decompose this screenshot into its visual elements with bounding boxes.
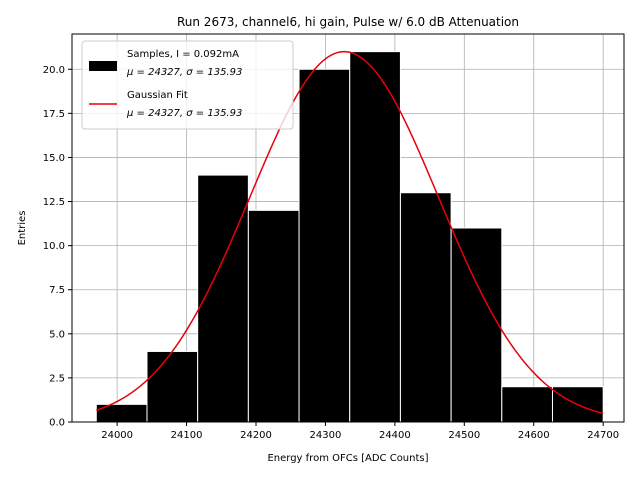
x-tick-label: 24500 <box>448 430 480 441</box>
y-tick-label: 7.5 <box>49 285 65 296</box>
y-tick-label: 2.5 <box>49 373 65 384</box>
histogram-bar <box>298 68 351 423</box>
y-tick-label: 15.0 <box>43 153 65 164</box>
gaussian-fit-curve <box>96 50 604 415</box>
legend-label-samples: Samples, I = 0.092mA <box>127 49 239 60</box>
y-tick-label: 5.0 <box>49 329 65 340</box>
legend-box <box>81 40 294 130</box>
plot-area-frame <box>71 33 625 423</box>
legend-label-samples-stats: μ = 24327, σ = 135.93 <box>126 67 242 78</box>
y-axis-label: Entries <box>17 211 28 246</box>
histogram-bar <box>146 350 199 423</box>
legend-label-fit: Gaussian Fit <box>127 90 188 101</box>
x-tick-label: 24600 <box>518 430 550 441</box>
x-tick-label: 24100 <box>171 430 203 441</box>
y-tick-label: 20.0 <box>43 65 65 76</box>
histogram-bar <box>399 192 452 423</box>
y-tick-label: 17.5 <box>43 109 65 120</box>
x-tick-label: 24400 <box>379 430 411 441</box>
histogram-bar <box>349 51 401 423</box>
y-axis-ticks: 0.0 2.5 5.0 7.5 10.0 12.5 15.0 17.5 20.0 <box>43 65 72 429</box>
histogram-bar <box>450 227 503 423</box>
chart-title: Run 2673, channel6, hi gain, Pulse w/ 6.… <box>177 15 519 29</box>
y-tick-label: 0.0 <box>49 418 65 429</box>
histogram-bar <box>501 386 553 423</box>
gaussian-fit-line <box>96 50 604 415</box>
x-axis-label: Energy from OFCs [ADC Counts] <box>267 453 428 464</box>
x-tick-label: 24000 <box>101 430 133 441</box>
y-tick-label: 10.0 <box>43 241 65 252</box>
histogram-bar <box>197 174 249 423</box>
y-tick-label: 12.5 <box>43 197 65 208</box>
histogram-bar <box>247 209 300 423</box>
legend: Samples, I = 0.092mA μ = 24327, σ = 135.… <box>81 40 294 130</box>
legend-swatch-samples <box>89 61 117 71</box>
x-tick-label: 24300 <box>310 430 342 441</box>
x-tick-label: 24200 <box>240 430 272 441</box>
x-axis-ticks: 24000 24100 24200 24300 24400 24500 24600 24700 <box>101 422 619 441</box>
legend-label-fit-stats: μ = 24327, σ = 135.93 <box>126 108 242 119</box>
x-tick-label: 24700 <box>587 430 619 441</box>
histogram-bars <box>95 51 604 423</box>
